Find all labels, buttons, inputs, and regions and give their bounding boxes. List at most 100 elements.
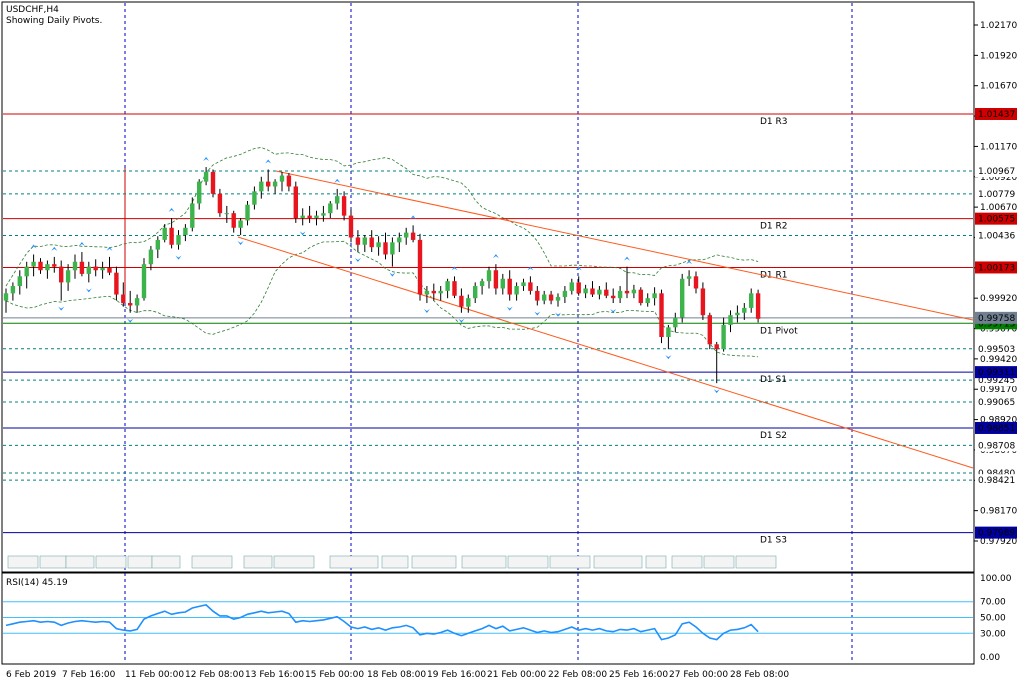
candle-body xyxy=(431,290,436,294)
candle-body xyxy=(417,239,423,295)
session-box xyxy=(461,555,507,569)
session-box xyxy=(593,555,643,569)
fractal-up-arrow xyxy=(624,256,630,261)
session-box xyxy=(735,555,777,569)
candle-body xyxy=(272,181,278,187)
candle-body xyxy=(493,270,499,289)
level-price-tag-text: 1.00967 xyxy=(978,167,1015,177)
x-tick-label: 27 Feb 00:00 xyxy=(669,670,728,680)
x-tick-label: 15 Feb 00:00 xyxy=(305,670,364,680)
fractal-up-arrow xyxy=(168,208,175,213)
fractal-down-arrow xyxy=(58,306,65,311)
candle-body xyxy=(755,293,761,319)
session-box xyxy=(645,555,667,569)
y-tick-label: 1.01670 xyxy=(980,82,1017,92)
fractal-down-arrow xyxy=(458,318,465,323)
candle-body xyxy=(259,181,264,192)
candle-body xyxy=(86,266,91,274)
candle-body xyxy=(597,289,602,295)
candle-body xyxy=(224,213,229,215)
candle-body xyxy=(397,237,402,243)
x-tick-label: 28 Feb 08:00 xyxy=(730,670,789,680)
y-tick-label: 0.98170 xyxy=(980,507,1017,517)
fractal-up-arrow xyxy=(78,242,85,247)
pivot-name-label: D1 S2 xyxy=(760,431,787,441)
candle-body xyxy=(300,215,305,219)
session-box xyxy=(549,555,591,569)
fractal-up-arrow xyxy=(686,260,693,265)
candle-body xyxy=(341,196,347,216)
candle-body xyxy=(452,281,457,296)
candle-body xyxy=(548,294,554,301)
candle-body xyxy=(721,324,726,350)
x-tick-label: 19 Feb 16:00 xyxy=(427,670,486,680)
x-tick-label: 18 Feb 08:00 xyxy=(367,670,426,680)
lower-band xyxy=(5,240,759,358)
candle-body xyxy=(314,215,319,219)
pivot-name-label: D1 S3 xyxy=(760,536,787,546)
y-tick-label: 0.99420 xyxy=(980,355,1017,365)
candle-body xyxy=(604,289,609,296)
fractal-up-arrow xyxy=(410,215,417,220)
candle-body xyxy=(362,237,367,245)
session-box xyxy=(273,555,315,569)
x-tick-label: 21 Feb 00:00 xyxy=(487,670,546,680)
indicator-note: Showing Daily Pivots. xyxy=(6,16,102,26)
candle-body xyxy=(348,215,354,238)
y-tick-label: 0.99670 xyxy=(980,325,1017,335)
candle-body xyxy=(638,289,643,304)
level-price-tag xyxy=(975,229,1017,242)
candle-body xyxy=(114,272,119,295)
candle-body xyxy=(176,235,181,245)
candle-body xyxy=(611,295,616,299)
pivot-name-label: D1 S1 xyxy=(760,375,787,385)
candle-body xyxy=(666,327,671,338)
candle-body xyxy=(562,290,568,297)
candle-body xyxy=(514,286,519,295)
fractal-down-arrow xyxy=(423,309,430,314)
candle-body xyxy=(390,242,395,255)
candle-body xyxy=(279,175,285,182)
pivot-price-tag-text: 1.00173 xyxy=(978,263,1015,273)
candle-body xyxy=(445,281,450,291)
price-labels: 1.00967 1.00779 1.00436 0.99503 0.99245 0.990… xyxy=(975,107,1017,539)
y-tick-label: 1.02170 xyxy=(980,21,1017,31)
y-tick-label: 0.99170 xyxy=(980,385,1017,395)
candle-body xyxy=(535,290,540,301)
fractal-down-arrow xyxy=(555,312,561,317)
candle-body xyxy=(542,294,547,301)
pivot-price-tag xyxy=(975,526,1017,539)
candle-body xyxy=(707,315,712,345)
level-price-tag xyxy=(975,187,1017,200)
fractal-up-arrow xyxy=(334,178,341,183)
pivot-price-tag-text: 0.99311 xyxy=(978,368,1015,378)
price-axis: 1.021701.019201.016701.014201.011701.009… xyxy=(974,21,1017,547)
session-box xyxy=(39,555,67,569)
fractal-down-arrow xyxy=(665,355,672,360)
pivot-name-label: D1 R2 xyxy=(760,222,788,232)
candle-body xyxy=(693,276,699,289)
candle-body xyxy=(286,175,292,187)
candle-body xyxy=(148,249,154,265)
candle-body xyxy=(293,186,298,219)
fractal-down-arrow xyxy=(354,258,361,263)
y-tick-label: 1.01920 xyxy=(980,51,1017,61)
candle-body xyxy=(155,239,160,250)
candle-body xyxy=(479,281,485,287)
candle-body xyxy=(307,215,312,219)
candle-body xyxy=(383,242,388,255)
fractal-up-arrow xyxy=(106,246,113,251)
candle-body xyxy=(52,264,57,267)
candle-body xyxy=(486,270,492,282)
fractal-down-arrow xyxy=(534,311,541,316)
candle-body xyxy=(335,196,340,204)
candle-body xyxy=(17,276,22,287)
candle-body xyxy=(645,298,650,304)
candle-body xyxy=(107,267,112,273)
candle-body xyxy=(238,220,243,228)
fractal-up-arrow xyxy=(527,266,534,271)
session-box xyxy=(127,555,153,569)
candle-body xyxy=(245,204,250,221)
candle-body xyxy=(10,286,16,294)
